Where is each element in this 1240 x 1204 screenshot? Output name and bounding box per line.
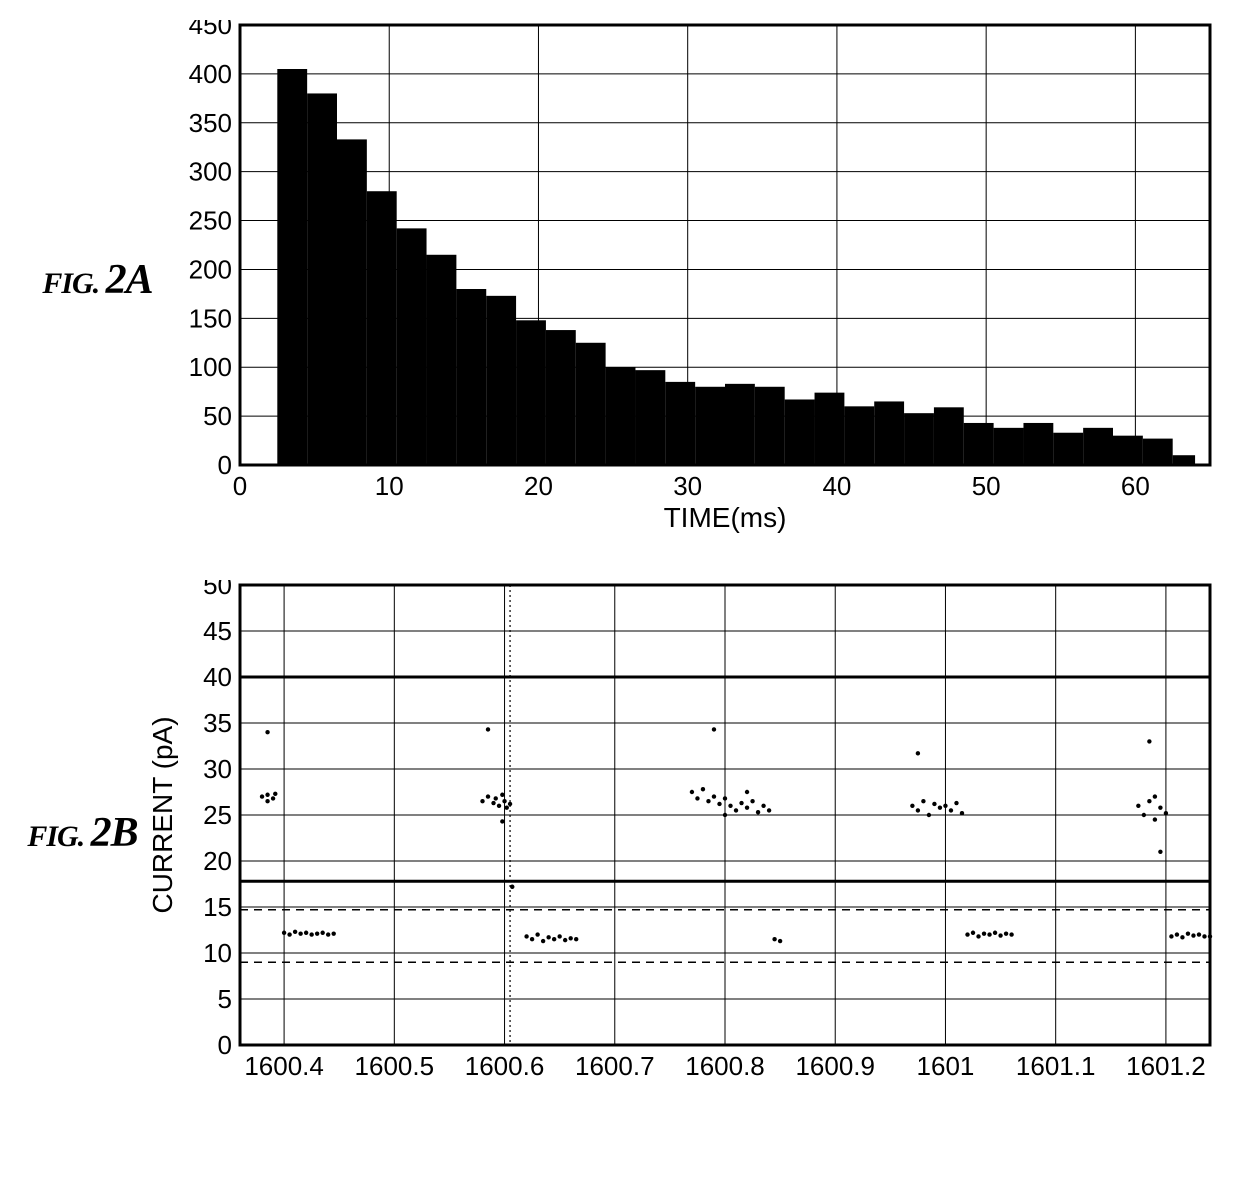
ytick-label: 150 — [189, 303, 232, 333]
ytick-label: 45 — [203, 616, 232, 646]
xtick-label: 1600.5 — [355, 1051, 435, 1081]
figure-label-2b: FIG. 2B — [20, 809, 145, 857]
ytick-label: 450 — [189, 20, 232, 40]
ytick-label: 25 — [203, 800, 232, 830]
ytick-label: 300 — [189, 157, 232, 187]
ytick-label: 10 — [203, 938, 232, 968]
ytick-label: 35 — [203, 708, 232, 738]
y-axis-label: CURRENT (pA) — [147, 716, 178, 913]
xtick-label: 0 — [233, 471, 247, 501]
scatter-svg: 0 5 10 15 20 25 30 35 40 45 50 1600.4 1600.5 1600.6 16… — [145, 580, 1220, 1085]
chart-2a: 0 50 100 150 200 250 300 350 400 450 0 10 20 30 40 50 60… — [175, 20, 1220, 540]
figure-2a: FIG. 2A 0 50 100 150 200 250 300 350 400 450 0 10 20… — [20, 20, 1220, 540]
ytick-label: 100 — [189, 352, 232, 382]
xtick-label: 20 — [524, 471, 553, 501]
ytick-label: 400 — [189, 59, 232, 89]
xtick-label: 1601.2 — [1126, 1051, 1206, 1081]
xtick-label: 1601.1 — [1016, 1051, 1096, 1081]
ytick-label: 50 — [203, 580, 232, 600]
xtick-label: 1601 — [917, 1051, 975, 1081]
ytick-label: 200 — [189, 254, 232, 284]
ytick-label: 40 — [203, 662, 232, 692]
ytick-label: 5 — [218, 984, 232, 1014]
ytick-label: 0 — [218, 450, 232, 480]
ytick-label: 0 — [218, 1030, 232, 1060]
xtick-label: 1600.4 — [244, 1051, 324, 1081]
fig-prefix: FIG. — [42, 267, 99, 300]
ytick-label: 250 — [189, 206, 232, 236]
figure-2b: FIG. 2B 0 5 10 15 20 25 30 35 40 45 50 1600.4 1600.5… — [20, 580, 1220, 1085]
fig-prefix: FIG. — [27, 820, 84, 853]
ytick-label: 30 — [203, 754, 232, 784]
xtick-label: 1600.9 — [795, 1051, 875, 1081]
xtick-label: 1600.6 — [465, 1051, 545, 1081]
fig-number: 2A — [106, 257, 153, 303]
xtick-label: 10 — [375, 471, 404, 501]
xtick-label: 40 — [822, 471, 851, 501]
ytick-label: 20 — [203, 846, 232, 876]
xtick-label: 60 — [1121, 471, 1150, 501]
xtick-label: 1600.7 — [575, 1051, 655, 1081]
histogram-svg: 0 50 100 150 200 250 300 350 400 450 0 10 20 30 40 50 60… — [175, 20, 1220, 540]
ytick-label: 50 — [203, 401, 232, 431]
xtick-label: 1600.8 — [685, 1051, 765, 1081]
x-axis-label: TIME(ms) — [664, 502, 787, 533]
figure-label-2a: FIG. 2A — [20, 256, 175, 304]
ytick-label: 15 — [203, 892, 232, 922]
chart-2b: 0 5 10 15 20 25 30 35 40 45 50 1600.4 1600.5 1600.6 16… — [145, 580, 1220, 1085]
ytick-label: 350 — [189, 108, 232, 138]
fig-number: 2B — [91, 810, 138, 856]
xtick-label: 30 — [673, 471, 702, 501]
xtick-label: 50 — [972, 471, 1001, 501]
